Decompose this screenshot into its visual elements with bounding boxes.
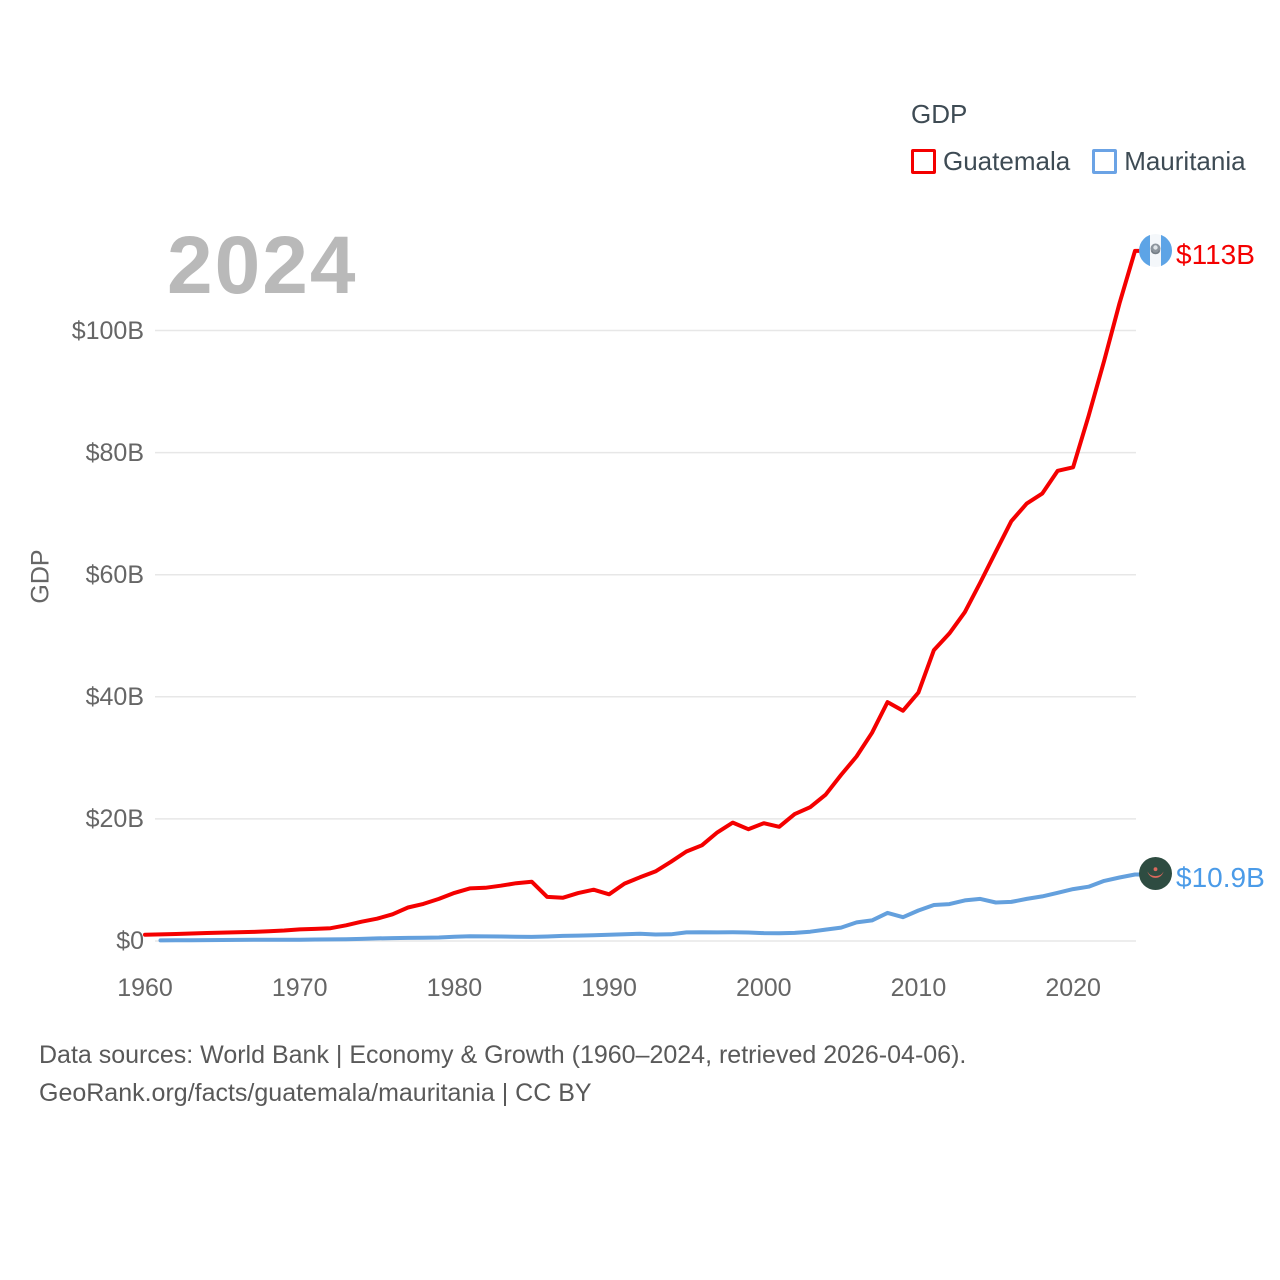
x-tick-label: 2020 [1045, 974, 1101, 1002]
x-tick-label: 1990 [581, 974, 637, 1002]
x-tick-label: 1960 [117, 974, 173, 1002]
guatemala-line[interactable] [143, 248, 1145, 937]
legend-item-label: Mauritania [1124, 146, 1246, 176]
y-tick-label: $80B [85, 438, 144, 467]
source-url-line: GeoRank.org/facts/guatemala/mauritania |… [39, 1079, 592, 1107]
y-tick-label: $40B [85, 682, 144, 711]
mauritania-line[interactable] [158, 872, 1145, 943]
guatemala-end-value: $113B [1176, 239, 1255, 270]
legend-item-label: Guatemala [943, 146, 1071, 176]
legend-item-guatemala[interactable]: Guatemala [911, 146, 1070, 177]
y-tick-label: $100B [71, 316, 144, 345]
x-tick-label: 2000 [735, 974, 792, 1002]
year-watermark: 2024 [167, 220, 358, 311]
y-tick-label: $0 [116, 927, 144, 955]
legend-item-mauritania[interactable]: Mauritania [1092, 146, 1246, 177]
x-tick-label: 2010 [890, 974, 947, 1002]
chart-legend: GDP Guatemala Mauritania [911, 99, 1246, 177]
y-tick-label: $20B [85, 804, 144, 833]
mauritania-flag-icon [1139, 857, 1172, 890]
guatemala-swatch-icon [911, 149, 936, 174]
data-sources-line: Data sources: World Bank | Economy & Gro… [39, 1041, 967, 1069]
legend-row: Guatemala Mauritania [911, 146, 1246, 177]
footer-attribution: Data sources: World Bank | Economy & Gro… [39, 1036, 966, 1112]
y-tick-label: $60B [85, 560, 144, 589]
mauritania-swatch-icon [1092, 149, 1118, 174]
guatemala-flag-icon [1139, 234, 1172, 267]
x-tick-label: 1980 [426, 974, 483, 1002]
x-tick-label: 1970 [271, 974, 328, 1002]
legend-title: GDP [911, 99, 968, 129]
mauritania-end-value: $10.9B [1176, 862, 1265, 893]
